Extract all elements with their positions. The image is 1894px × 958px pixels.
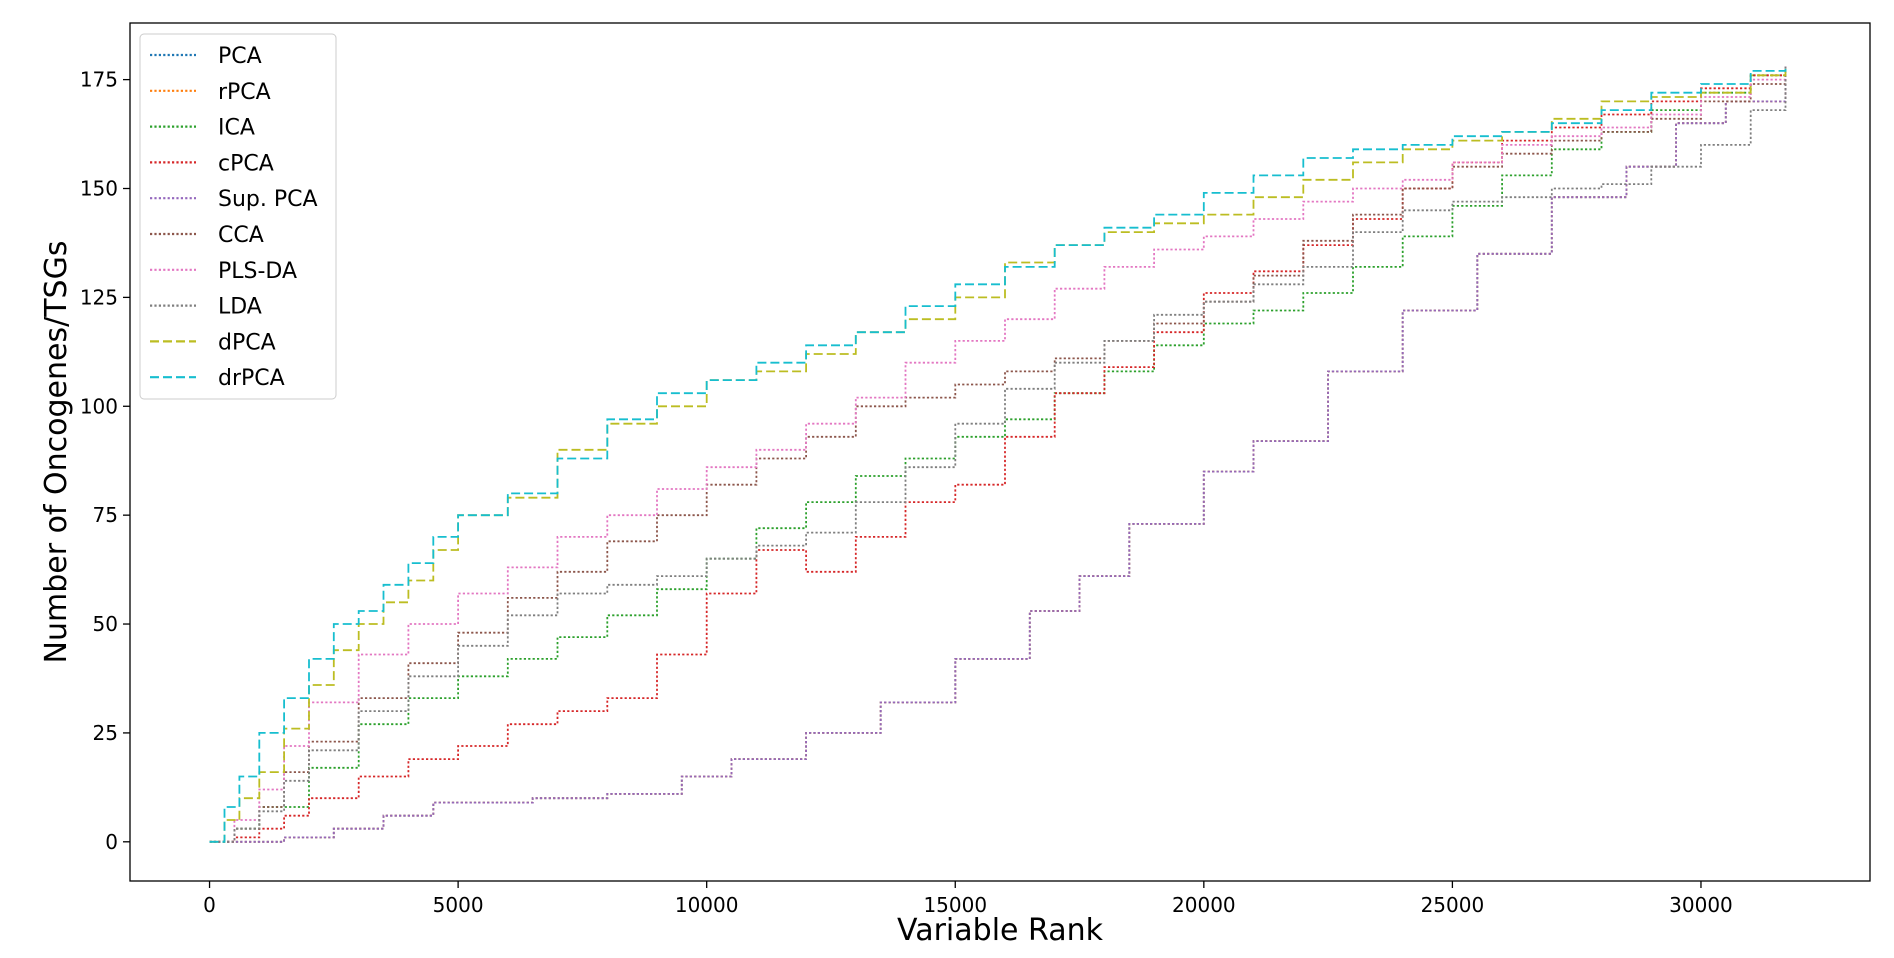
y-tick-label: 175 [80,68,118,92]
y-tick-label: 0 [105,830,118,854]
x-tick-label: 10000 [675,893,739,917]
x-tick-label: 0 [203,893,216,917]
series-lines [209,66,1787,843]
legend-label-cca: CCA [218,223,264,248]
x-tick-label: 20000 [1172,893,1236,917]
legend-label-lda: LDA [218,295,262,320]
x-tick-label: 5000 [433,893,484,917]
y-tick-label: 150 [80,177,118,201]
x-axis-label: Variable Rank [897,913,1104,948]
legend: PCA rPCA ICA cPCA Sup. PCA CCA PLS-DA LDA dPCA dr… [139,33,337,400]
y-tick-label: 50 [93,612,118,636]
series-dpca-line [209,66,1787,843]
x-tick-label: 30000 [1669,893,1733,917]
legend-label-pls-da: PLS-DA [218,259,297,284]
legend-label-cpca: cPCA [218,151,274,176]
y-axis: 0 25 50 75 100 125 150 175 [80,68,130,854]
legend-label-dpca: dPCA [218,330,276,355]
legend-label-drpca: drPCA [218,366,285,391]
x-tick-label: 15000 [923,893,987,917]
y-tick-label: 125 [80,285,118,309]
legend-label-ica: ICA [218,116,255,141]
series-pls-da-line [209,66,1787,843]
series-drpca-line [209,66,1787,843]
y-tick-label: 100 [80,394,118,418]
legend-label-rpca: rPCA [218,80,271,105]
x-tick-label: 25000 [1421,893,1485,917]
series-cca-line [209,66,1787,843]
plot-area [129,22,1871,882]
x-axis: 0 5000 10000 15000 20000 25000 30000 [203,881,1733,917]
y-tick-label: 75 [93,503,118,527]
series-ica-line [209,66,1787,843]
y-tick-label: 25 [93,721,118,745]
legend-label-pca: PCA [218,44,262,69]
legend-box [139,33,337,400]
series-cpca-line [209,66,1787,843]
legend-label-sup-pca: Sup. PCA [218,187,318,212]
y-axis-label: Number of Oncogenes/TSGs [39,241,74,664]
